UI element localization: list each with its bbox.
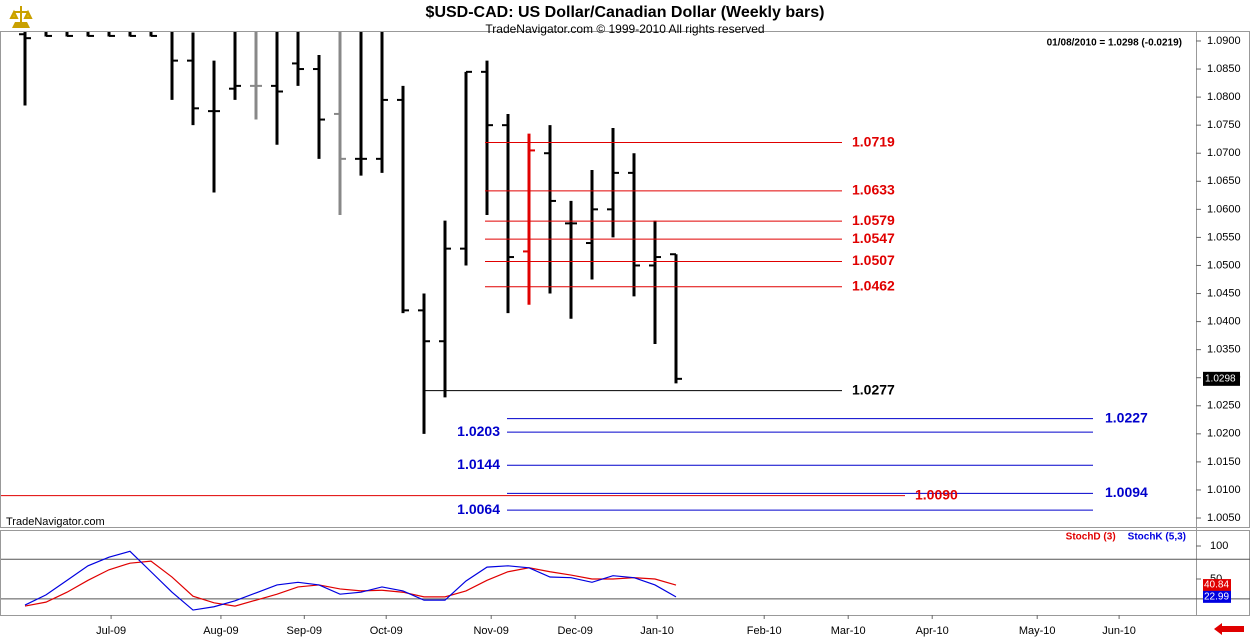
level-label: 1.0547 xyxy=(852,230,895,246)
legend-entry: StochK (5,3) xyxy=(1128,532,1186,543)
value-box-label: 40.84 xyxy=(1204,580,1229,591)
stoch-line xyxy=(24,550,677,611)
y-tick-label: 1.0450 xyxy=(1207,287,1241,299)
level-label: 1.0507 xyxy=(852,252,895,268)
y-tick-label: 1.0400 xyxy=(1207,315,1241,327)
y-tick-label: 1.0200 xyxy=(1207,428,1241,440)
scroll-arrow[interactable] xyxy=(1214,623,1244,635)
legend-entry: StochD (3) xyxy=(1066,532,1116,543)
stoch-panel xyxy=(0,530,1250,616)
level-label: 1.0579 xyxy=(852,212,895,228)
level-label: 1.0633 xyxy=(852,182,895,198)
level-label: 1.0462 xyxy=(852,277,895,293)
last-price-label: 1.0298 xyxy=(1205,373,1236,384)
x-tick-label: Jun-10 xyxy=(1102,625,1136,637)
y-tick-label: 100 xyxy=(1210,540,1228,552)
x-tick-label: Dec-09 xyxy=(557,625,592,637)
header-info: 01/08/2010 = 1.0298 (-0.0219) xyxy=(1047,38,1182,49)
value-box-label: 22.99 xyxy=(1204,591,1229,602)
x-tick-label: Jan-10 xyxy=(640,625,674,637)
stoch-plot xyxy=(24,550,677,611)
y-tick-label: 1.0100 xyxy=(1207,484,1241,496)
y-tick-label: 1.0900 xyxy=(1207,35,1241,47)
y-tick-label: 1.0600 xyxy=(1207,203,1241,215)
y-tick-label: 1.0800 xyxy=(1207,91,1241,103)
watermark: TradeNavigator.com xyxy=(6,516,105,528)
x-tick-label: May-10 xyxy=(1019,625,1056,637)
y-tick-label: 1.0150 xyxy=(1207,456,1241,468)
y-tick-label: 1.0550 xyxy=(1207,231,1241,243)
level-label: 1.0094 xyxy=(1105,484,1148,500)
x-tick-label: Nov-09 xyxy=(473,625,508,637)
price-panel xyxy=(0,31,1250,528)
level-label: 1.0203 xyxy=(457,423,500,439)
last-price-box xyxy=(1203,371,1240,386)
level-label: 1.0144 xyxy=(457,456,500,472)
y-tick-label: 1.0650 xyxy=(1207,175,1241,187)
chart-title: $USD-CAD: US Dollar/Canadian Dollar (Wee… xyxy=(426,4,825,21)
x-tick-label: Oct-09 xyxy=(370,625,403,637)
y-tick-label: 1.0850 xyxy=(1207,63,1241,75)
y-tick-label: 1.0700 xyxy=(1207,147,1241,159)
level-label: 1.0277 xyxy=(852,381,895,397)
y-tick-label: 1.0350 xyxy=(1207,344,1241,356)
value-box xyxy=(1203,590,1231,603)
chart-subtitle: TradeNavigator.com © 1999-2010 All right… xyxy=(485,22,764,36)
value-box xyxy=(1203,579,1231,592)
y-tick-label: 1.0750 xyxy=(1207,119,1241,131)
y-tick-label: 1.0050 xyxy=(1207,512,1241,524)
price-plot xyxy=(1,32,1093,511)
x-tick-label: Mar-10 xyxy=(831,625,866,637)
x-tick-label: Sep-09 xyxy=(287,625,322,637)
logo xyxy=(9,6,33,28)
y-tick-label: 1.0250 xyxy=(1207,400,1241,412)
level-label: 1.0090 xyxy=(915,486,958,502)
level-label: 1.0719 xyxy=(852,133,895,149)
stoch-line xyxy=(24,560,677,607)
x-tick-label: Aug-09 xyxy=(203,625,238,637)
y-tick-label: 1.0500 xyxy=(1207,259,1241,271)
x-tick-label: Jul-09 xyxy=(96,625,126,637)
level-label: 1.0064 xyxy=(457,501,500,517)
x-tick-label: Apr-10 xyxy=(916,625,949,637)
level-label: 1.0227 xyxy=(1105,409,1148,425)
x-tick-label: Feb-10 xyxy=(747,625,782,637)
